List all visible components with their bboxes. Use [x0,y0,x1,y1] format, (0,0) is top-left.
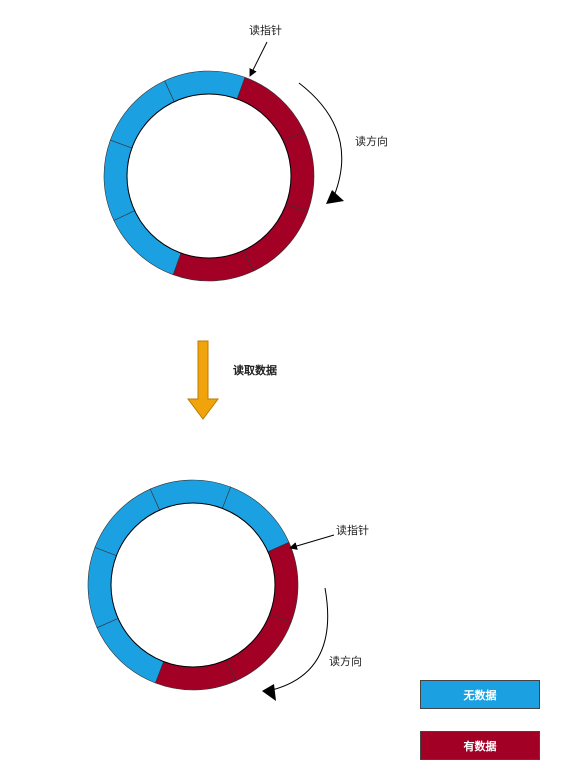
read-direction-arc-bottom [271,587,329,691]
read-direction-arc-top [298,82,343,197]
transition-arrow [187,340,219,420]
legend-no-data: 无数据 [420,680,540,709]
read-direction-label-bottom: 读方向 [329,654,362,668]
read-direction-arrowhead-bottom [262,684,276,701]
read-direction-label-top: 读方向 [355,134,388,148]
legend-has-data: 有数据 [420,731,540,760]
bottom-ring-inner-circle [110,502,276,668]
ring-buffer-after [87,479,299,691]
read-pointer-label-top: 读指针 [249,23,282,37]
read-pointer-label-bottom: 读指针 [336,523,369,537]
legend-no-data-label: 无数据 [463,688,497,702]
transition-label: 读取数据 [233,363,277,377]
legend-has-data-label: 有数据 [463,739,497,753]
read-pointer-arrow-bottom [289,534,335,550]
ring-buffer-before [103,70,315,282]
top-ring-inner-circle [126,93,292,259]
read-pointer-arrow-top [249,41,268,77]
read-direction-arrowhead-top [326,190,344,204]
